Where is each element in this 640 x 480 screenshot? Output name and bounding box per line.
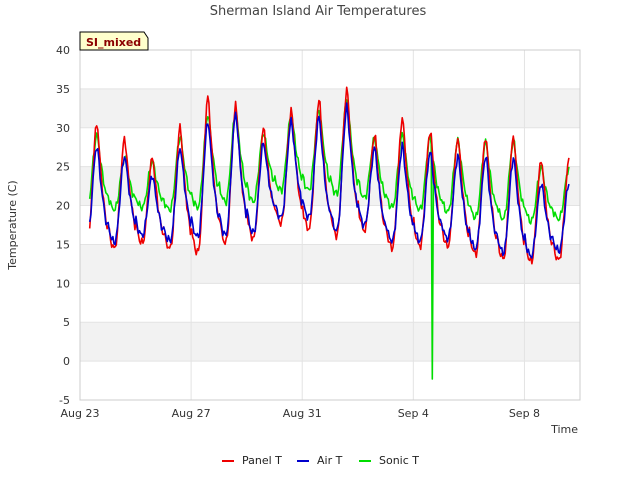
series-lines: [88, 86, 570, 380]
x-tick-label: Aug 23: [61, 407, 100, 420]
grid-band: [80, 88, 580, 128]
grid-band: [80, 283, 580, 323]
y-tick-labels: -5 0 5 10 15 20 25 30 35 40: [56, 44, 70, 407]
badge-box: [79, 31, 149, 51]
grid-band: [80, 50, 580, 89]
y-tick-label: 15: [56, 238, 70, 251]
y-tick-label: 20: [56, 200, 70, 213]
grid-lines: [79, 49, 580, 401]
grid-band: [80, 322, 580, 362]
x-tick-label: Sep 8: [509, 407, 540, 420]
y-tick-label: 5: [63, 316, 70, 329]
y-tick-label: 10: [56, 277, 70, 290]
grid-band: [80, 361, 580, 400]
legend-label: Air T: [317, 454, 343, 467]
background-bands: [80, 50, 580, 400]
legend-label: Sonic T: [379, 454, 419, 467]
grid-band: [80, 244, 580, 284]
badge-label: SI_mixed: [86, 36, 141, 49]
x-axis-title: Time: [550, 423, 578, 436]
legend: Panel T Air T Sonic T: [222, 454, 419, 467]
series-line-air-t: [88, 102, 570, 259]
y-tick-label: 35: [56, 83, 70, 96]
y-tick-label: -5: [59, 394, 70, 407]
x-tick-labels: Aug 23 Aug 27 Aug 31 Sep 4 Sep 8: [61, 407, 541, 420]
legend-label: Panel T: [242, 454, 282, 467]
y-tick-label: 40: [56, 44, 70, 57]
chart-title: Sherman Island Air Temperatures: [210, 4, 427, 19]
x-tick-label: Aug 31: [283, 407, 322, 420]
plot-frame: [79, 49, 581, 401]
y-axis-title: Temperature (C): [6, 180, 19, 270]
x-tick-label: Sep 4: [398, 407, 429, 420]
y-tick-label: 25: [56, 161, 70, 174]
y-tick-label: 0: [63, 355, 70, 368]
badge: SI_mixed: [79, 31, 149, 51]
grid-band: [80, 127, 580, 167]
y-tick-label: 30: [56, 122, 70, 135]
x-tick-label: Aug 27: [172, 407, 211, 420]
